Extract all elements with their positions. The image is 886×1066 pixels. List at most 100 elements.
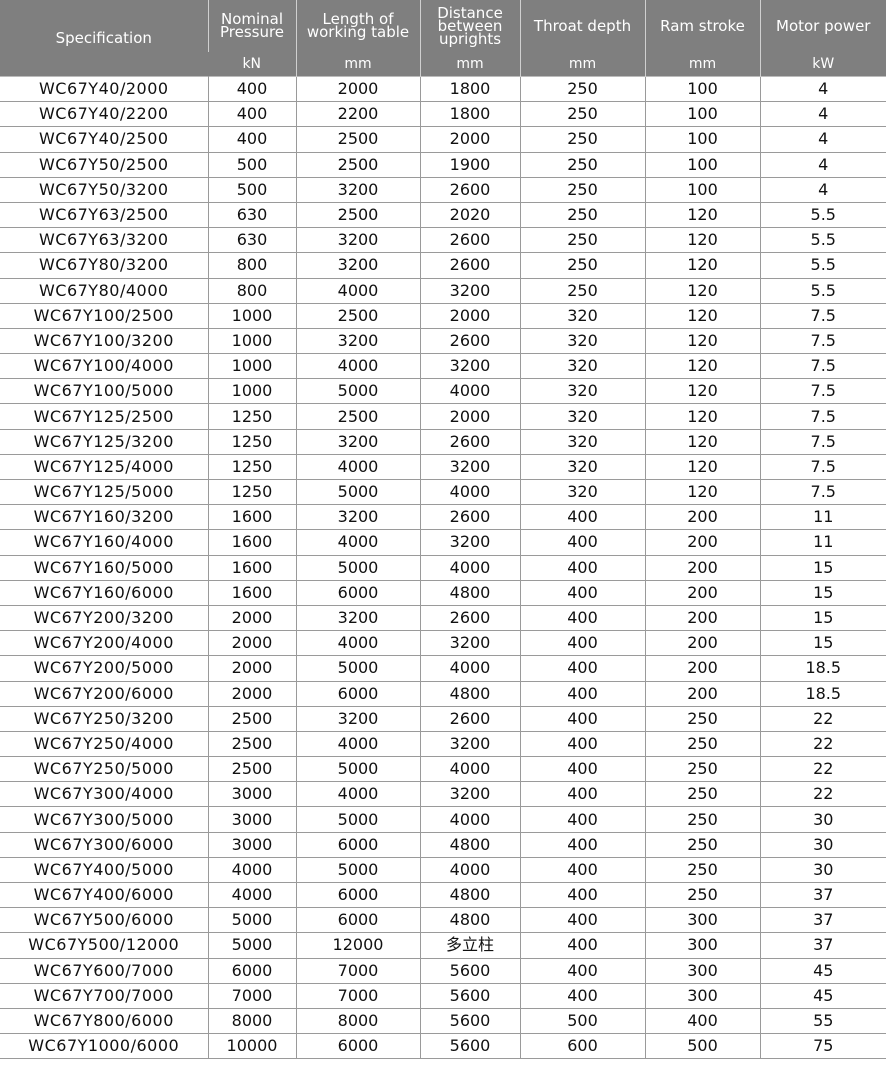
cell-length: 5000: [295, 378, 421, 405]
cell-pressure: 500: [207, 176, 297, 203]
cell-pressure: 400: [207, 126, 297, 153]
cell-distance: 2020: [419, 201, 521, 229]
cell-spec: WC67Y100/3200: [0, 327, 209, 355]
cell-distance: 1800: [419, 75, 521, 103]
cell-length: 4000: [295, 630, 421, 657]
cell-stroke: 250: [644, 881, 761, 909]
cell-throat: 400: [519, 781, 646, 808]
cell-distance: 多立柱: [419, 932, 521, 959]
cell-power: 18.5: [759, 655, 886, 682]
cell-power: 7.5: [759, 378, 886, 405]
cell-power: 30: [759, 806, 886, 833]
cell-throat: 320: [519, 478, 646, 506]
cell-pressure: 1600: [207, 529, 297, 556]
cell-stroke: 100: [644, 126, 761, 153]
cell-stroke: 300: [644, 957, 761, 984]
cell-power: 75: [759, 1033, 886, 1060]
cell-distance: 4000: [419, 806, 521, 833]
cell-length: 4000: [295, 277, 421, 304]
header-nominal-pressure: Nominal Pressure: [207, 0, 296, 52]
cell-spec: WC67Y40/2000: [0, 75, 209, 103]
table-row: WC67Y50/2500 500 2500 1900 250 100 4: [0, 151, 886, 178]
cell-spec: WC67Y300/6000: [0, 831, 209, 858]
cell-length: 3200: [295, 428, 421, 455]
cell-throat: 400: [519, 655, 646, 682]
unit-length: mm: [295, 52, 420, 77]
table-row: WC67Y80/3200 800 3200 2600 250 120 5.5: [0, 252, 886, 279]
table-row: WC67Y400/5000 4000 5000 4000 400 250 30: [0, 856, 886, 884]
cell-distance: 5600: [419, 1007, 521, 1035]
cell-stroke: 200: [644, 655, 761, 682]
cell-stroke: 120: [644, 378, 761, 405]
cell-throat: 400: [519, 529, 646, 556]
cell-throat: 400: [519, 730, 646, 758]
cell-pressure: 4000: [207, 856, 297, 884]
cell-throat: 400: [519, 957, 646, 984]
cell-stroke: 120: [644, 302, 761, 329]
cell-power: 4: [759, 151, 886, 178]
table-row: WC67Y300/4000 3000 4000 3200 400 250 22: [0, 781, 886, 808]
cell-throat: 400: [519, 881, 646, 909]
cell-power: 22: [759, 730, 886, 758]
cell-distance: 2600: [419, 252, 521, 279]
cell-pressure: 2000: [207, 655, 297, 682]
cell-spec: WC67Y600/7000: [0, 957, 209, 984]
cell-stroke: 300: [644, 932, 761, 959]
cell-stroke: 120: [644, 227, 761, 254]
cell-power: 37: [759, 907, 886, 934]
cell-spec: WC67Y125/2500: [0, 403, 209, 430]
cell-distance: 5600: [419, 1033, 521, 1060]
cell-spec: WC67Y160/4000: [0, 529, 209, 556]
table-row: WC67Y300/5000 3000 5000 4000 400 250 30: [0, 806, 886, 833]
cell-throat: 400: [519, 907, 646, 934]
cell-stroke: 200: [644, 529, 761, 556]
cell-throat: 400: [519, 554, 646, 581]
cell-spec: WC67Y160/3200: [0, 504, 209, 531]
cell-power: 37: [759, 932, 886, 959]
cell-throat: 250: [519, 151, 646, 178]
unit-pressure: kN: [208, 52, 296, 77]
cell-distance: 3200: [419, 630, 521, 657]
cell-stroke: 200: [644, 554, 761, 581]
cell-length: 3200: [295, 252, 421, 279]
unit-throat: mm: [519, 52, 645, 77]
cell-length: 4000: [295, 781, 421, 808]
cell-distance: 3200: [419, 730, 521, 758]
table-row: WC67Y50/3200 500 3200 2600 250 100 4: [0, 176, 886, 203]
cell-pressure: 5000: [207, 932, 297, 959]
table-row: WC67Y125/4000 1250 4000 3200 320 120 7.5: [0, 453, 886, 481]
cell-stroke: 250: [644, 781, 761, 808]
cell-throat: 320: [519, 378, 646, 405]
cell-stroke: 200: [644, 504, 761, 531]
cell-spec: WC67Y125/5000: [0, 478, 209, 506]
cell-distance: 4800: [419, 579, 521, 606]
cell-length: 6000: [295, 680, 421, 707]
cell-length: 5000: [295, 856, 421, 884]
cell-throat: 400: [519, 579, 646, 606]
cell-stroke: 120: [644, 327, 761, 355]
cell-throat: 320: [519, 403, 646, 430]
cell-spec: WC67Y250/3200: [0, 705, 209, 732]
cell-stroke: 100: [644, 151, 761, 178]
cell-pressure: 2500: [207, 756, 297, 783]
cell-stroke: 200: [644, 630, 761, 657]
cell-throat: 250: [519, 75, 646, 103]
table-row: WC67Y1000/6000 10000 6000 5600 600 500 75: [0, 1033, 886, 1060]
table-row: WC67Y500/12000 5000 12000 多立柱 400 300 37: [0, 932, 886, 959]
cell-throat: 400: [519, 504, 646, 531]
cell-pressure: 800: [207, 277, 297, 304]
cell-spec: WC67Y800/6000: [0, 1007, 209, 1035]
cell-distance: 2600: [419, 327, 521, 355]
cell-stroke: 200: [644, 680, 761, 707]
cell-pressure: 1600: [207, 504, 297, 531]
cell-length: 6000: [295, 1033, 421, 1060]
cell-distance: 2600: [419, 176, 521, 203]
cell-spec: WC67Y400/5000: [0, 856, 209, 884]
cell-power: 45: [759, 982, 886, 1009]
cell-length: 3200: [295, 705, 421, 732]
cell-pressure: 2000: [207, 630, 297, 657]
table-row: WC67Y600/7000 6000 7000 5600 400 300 45: [0, 957, 886, 984]
cell-power: 4: [759, 176, 886, 203]
cell-stroke: 100: [644, 101, 761, 128]
